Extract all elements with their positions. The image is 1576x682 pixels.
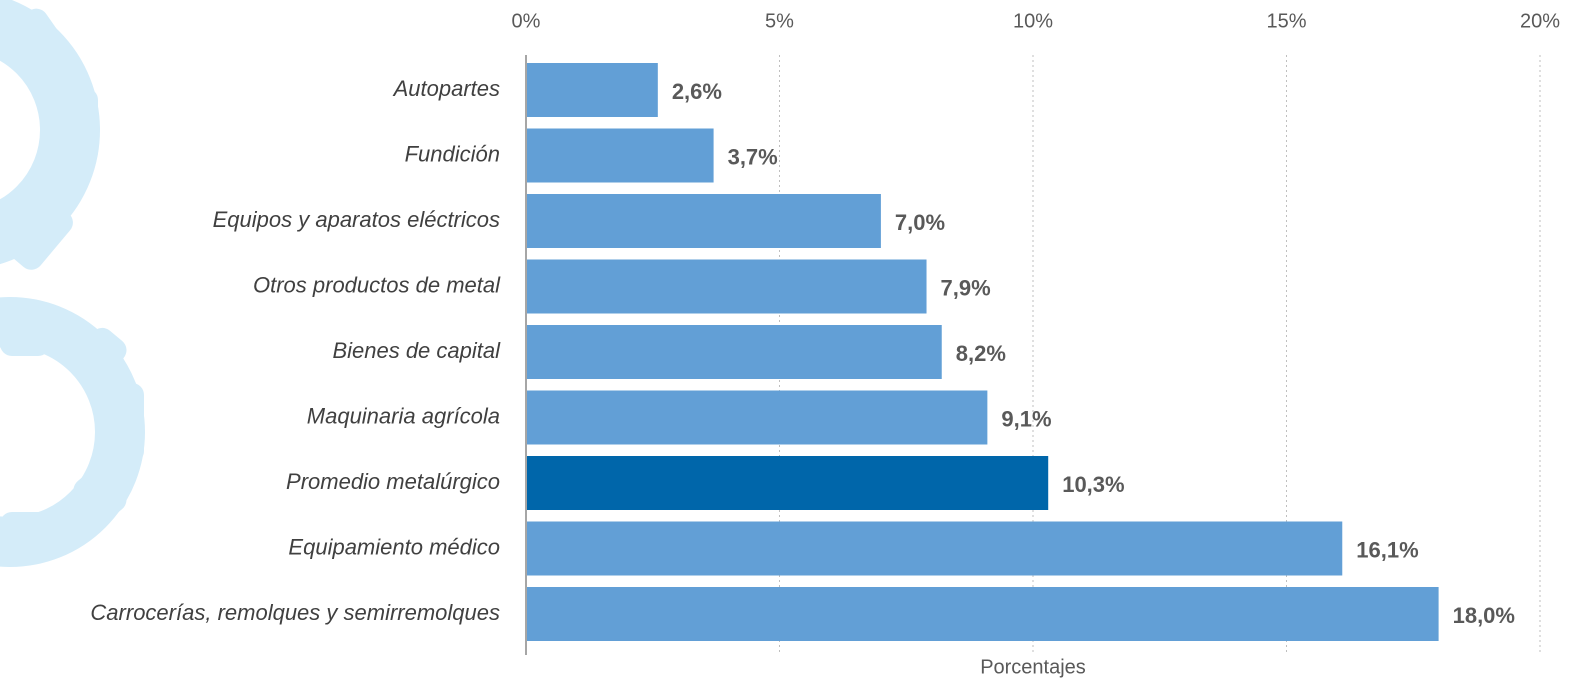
data-label: 7,0% — [895, 210, 945, 235]
bar — [526, 587, 1439, 641]
bar — [526, 521, 1343, 576]
bar — [526, 390, 988, 445]
y-tick-label: Otros productos de metal — [253, 272, 501, 297]
x-axis-label: Porcentajes — [980, 656, 1086, 678]
background-gears — [0, 0, 145, 567]
data-label: 2,6% — [672, 79, 722, 104]
bar — [526, 63, 658, 117]
x-tick-label: 10% — [1013, 10, 1053, 32]
bar — [526, 456, 1049, 510]
y-tick-label: Equipamiento médico — [288, 534, 500, 559]
data-label: 3,7% — [728, 144, 778, 169]
y-tick-label: Carrocerías, remolques y semirremolques — [90, 600, 500, 625]
y-tick-label: Promedio metalúrgico — [286, 469, 500, 494]
data-label: 16,1% — [1356, 537, 1418, 562]
bar — [526, 325, 942, 379]
data-label: 7,9% — [941, 275, 991, 300]
data-label: 18,0% — [1453, 603, 1515, 628]
x-tick-label: 0% — [512, 10, 541, 32]
data-label: 10,3% — [1062, 472, 1124, 497]
y-tick-label: Fundición — [405, 141, 500, 166]
bar — [526, 259, 927, 314]
data-label: 9,1% — [1001, 406, 1051, 431]
data-label: 8,2% — [956, 341, 1006, 366]
bar — [526, 194, 881, 248]
bar — [526, 128, 714, 183]
y-tick-label: Autopartes — [392, 76, 500, 101]
y-tick-label: Equipos y aparatos eléctricos — [213, 207, 500, 232]
y-tick-label: Maquinaria agrícola — [307, 403, 500, 428]
x-tick-label: 20% — [1520, 10, 1560, 32]
x-tick-label: 5% — [765, 10, 794, 32]
y-tick-label: Bienes de capital — [332, 338, 501, 363]
x-tick-label: 15% — [1266, 10, 1306, 32]
